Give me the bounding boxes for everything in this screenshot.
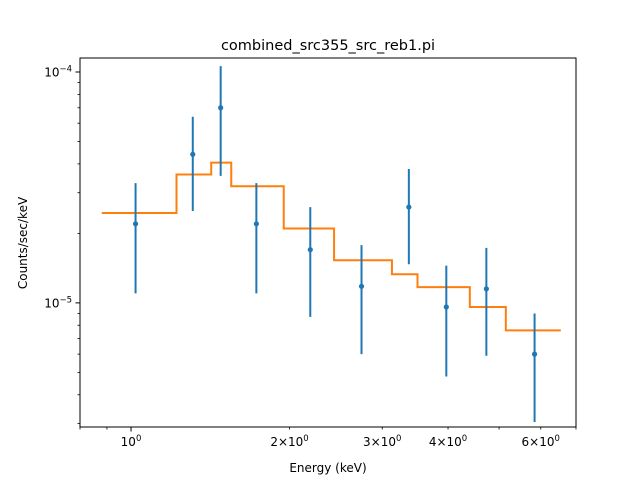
data-point bbox=[253, 221, 259, 227]
x-tick-label: 3×100 bbox=[363, 434, 401, 449]
x-axis-label: Energy (keV) bbox=[289, 461, 366, 475]
x-axis: 100 2×100 3×100 4×100 6×100 bbox=[79, 427, 577, 449]
x-tick-label: 4×100 bbox=[429, 434, 467, 449]
x-tick-label: 6×100 bbox=[522, 434, 560, 449]
y-tick-label: 10−5 bbox=[44, 295, 72, 310]
plot-area bbox=[101, 66, 561, 422]
data-point bbox=[531, 351, 538, 357]
data-point bbox=[218, 105, 224, 111]
data-point bbox=[483, 286, 489, 292]
data-point bbox=[406, 204, 412, 210]
y-tick-label: 10−4 bbox=[44, 65, 72, 80]
data-point bbox=[132, 221, 139, 227]
data-point bbox=[358, 283, 365, 289]
axes-frame bbox=[79, 57, 577, 428]
y-axis: 10−4 10−5 bbox=[44, 65, 80, 425]
x-tick-label: 100 bbox=[121, 434, 142, 449]
data-point bbox=[443, 304, 449, 310]
data-point bbox=[190, 151, 196, 157]
data-point bbox=[307, 247, 313, 253]
y-axis-label: Counts/sec/keV bbox=[16, 196, 30, 289]
chart-title: combined_src355_src_reb1.pi bbox=[221, 38, 435, 54]
model-step-line bbox=[101, 161, 561, 332]
x-tick-label: 2×100 bbox=[270, 434, 308, 449]
